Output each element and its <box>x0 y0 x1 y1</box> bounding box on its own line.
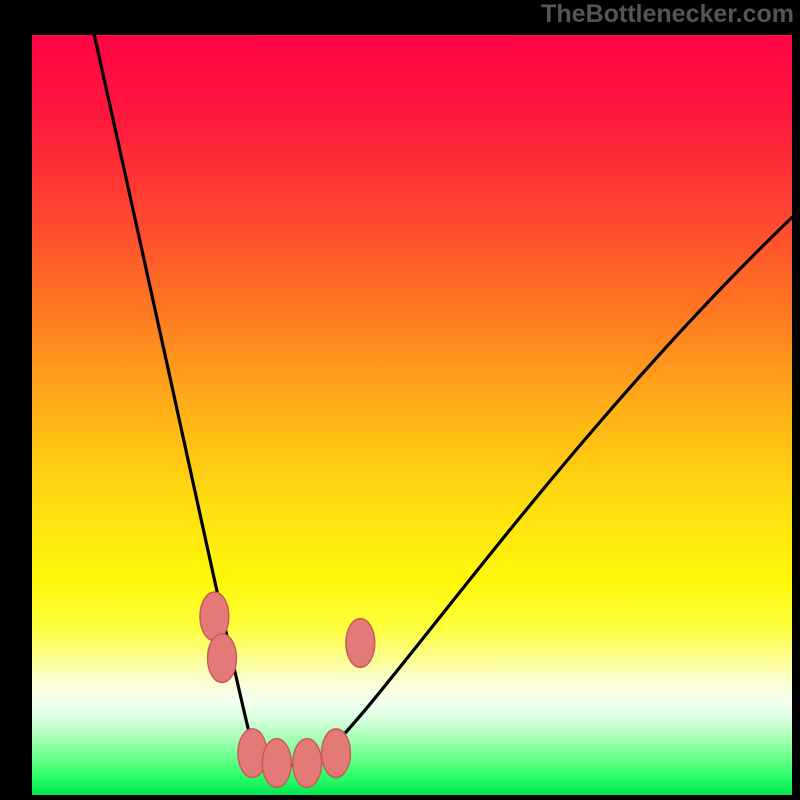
marker-point <box>208 634 237 683</box>
marker-point <box>262 739 291 788</box>
bottleneck-curve <box>94 35 792 765</box>
marker-point <box>322 729 351 778</box>
marker-point <box>200 592 229 641</box>
plot-area <box>32 35 792 795</box>
chart-root: TheBottlenecker.com <box>0 0 800 800</box>
marker-point <box>346 619 375 668</box>
curve-layer <box>32 35 792 795</box>
watermark-text: TheBottlenecker.com <box>541 0 794 29</box>
marker-point <box>293 739 322 788</box>
marker-group <box>200 592 375 787</box>
